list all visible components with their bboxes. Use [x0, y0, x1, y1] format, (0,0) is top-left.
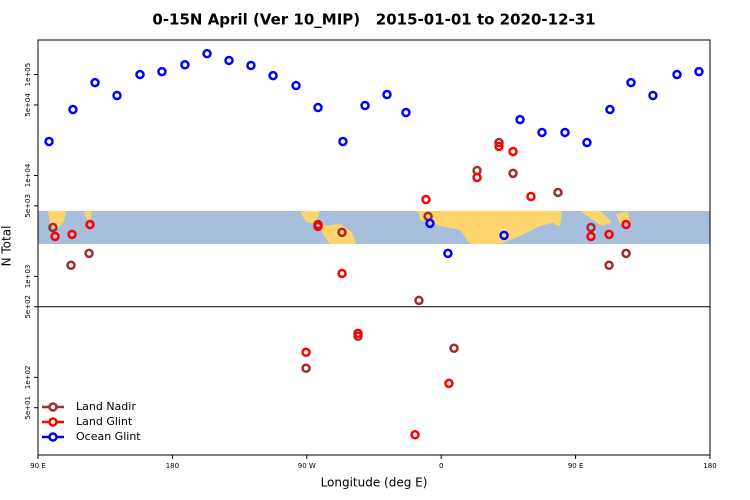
point: [449, 343, 459, 354]
y-tick-label: 5e+03: [24, 194, 32, 218]
legend-label: Land Glint: [76, 415, 133, 428]
x-tick-label: 180: [703, 462, 716, 470]
point: [586, 222, 596, 233]
plot-frame: [37, 39, 711, 456]
point: [67, 229, 77, 240]
point: [626, 77, 636, 88]
point: [313, 102, 323, 113]
legend-label: Land Nadir: [76, 400, 136, 413]
legend-label: Ocean Glint: [76, 430, 141, 443]
point: [301, 363, 311, 374]
x-tick-label: 0: [439, 462, 443, 470]
point: [84, 248, 94, 259]
x-tick-label: 90 E: [30, 462, 46, 470]
point: [586, 231, 596, 242]
map-strip: [38, 211, 710, 244]
point: [694, 66, 704, 77]
point: [85, 219, 95, 230]
y-tick-label: 1e+03: [24, 265, 32, 289]
point: [337, 227, 347, 238]
point: [648, 90, 658, 101]
point: [338, 136, 348, 147]
point: [382, 89, 392, 100]
point: [180, 60, 190, 70]
y-tick-label: 1e+04: [24, 163, 32, 187]
point: [508, 146, 518, 157]
y-tick-label: 5e+01: [24, 396, 32, 420]
point: [268, 70, 278, 81]
point: [48, 222, 58, 233]
y-tick-label: 5e+04: [24, 93, 32, 117]
point: [301, 347, 311, 358]
chart-title: 0-15N April (Ver 10_MIP) 2015-01-01 to 2…: [152, 11, 595, 29]
point: [66, 260, 76, 270]
point: [672, 69, 682, 80]
y-axis-label: N Total: [0, 226, 14, 267]
point: [44, 136, 54, 147]
point: [90, 77, 100, 88]
point: [560, 127, 570, 138]
point: [246, 60, 256, 71]
point: [337, 268, 347, 279]
point: [494, 137, 504, 148]
point: [499, 230, 509, 241]
point: [621, 248, 631, 259]
point: [135, 69, 145, 80]
y-tick-label: 5e+02: [24, 295, 32, 319]
point: [515, 114, 525, 125]
point: [537, 127, 547, 138]
point: [414, 295, 424, 306]
point: [526, 191, 536, 202]
x-tick-label: 90 E: [568, 462, 584, 470]
point: [604, 229, 614, 240]
point: [68, 104, 78, 115]
point: [157, 66, 167, 77]
point: [224, 55, 234, 66]
point: [621, 219, 631, 230]
point: [353, 328, 363, 339]
point: [582, 137, 592, 148]
x-axis-label: Longitude (deg E): [321, 476, 428, 490]
point: [604, 260, 614, 270]
point: [472, 172, 482, 183]
point: [112, 90, 122, 101]
point: [494, 141, 504, 152]
point: [401, 107, 411, 118]
y-tick-label: 1e+02: [24, 366, 32, 390]
x-tick-label: 180: [166, 462, 179, 470]
point: [444, 378, 454, 389]
point: [605, 104, 615, 115]
point: [421, 194, 431, 205]
point: [360, 100, 370, 111]
point: [50, 231, 60, 242]
legend-marker: [48, 432, 58, 442]
legend-marker: [48, 402, 58, 412]
point: [313, 221, 323, 232]
y-tick-label: 1e+05: [24, 63, 32, 87]
point: [425, 218, 435, 229]
point: [443, 248, 453, 259]
legend-marker: [48, 417, 58, 427]
point: [291, 80, 301, 91]
point: [202, 48, 212, 59]
point: [508, 168, 518, 179]
point: [410, 429, 420, 440]
point: [553, 187, 563, 198]
x-tick-label: 90 W: [298, 462, 316, 470]
